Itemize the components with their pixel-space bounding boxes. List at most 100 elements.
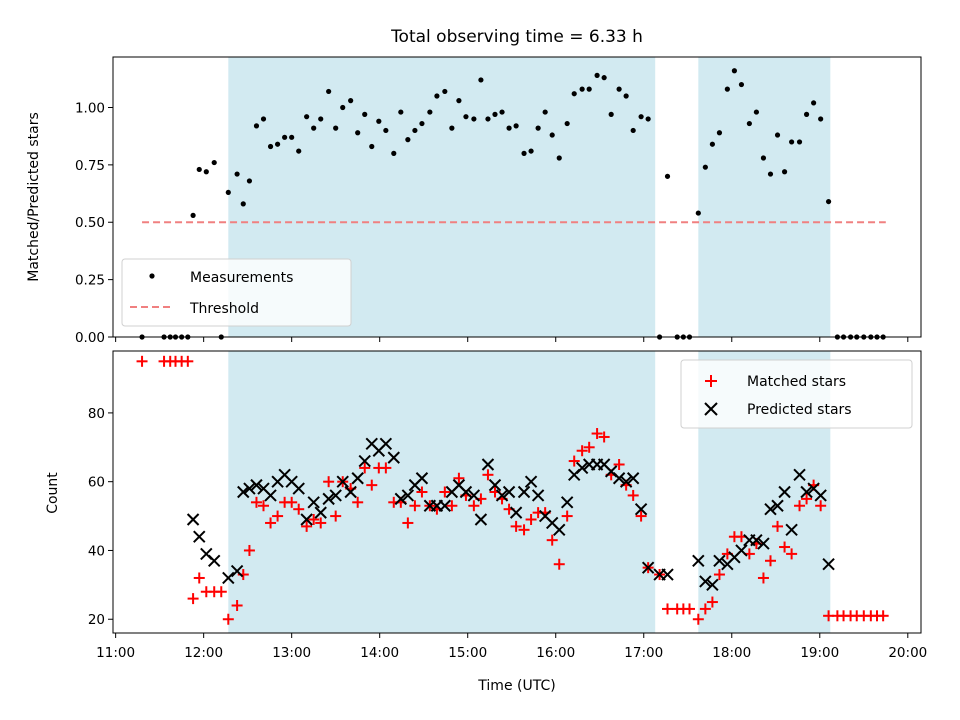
measurements-legend-marker [149,273,155,279]
matched-star-point [315,517,327,529]
measurement-point [499,109,505,115]
matched-star-point [613,458,625,470]
measurement-point [709,141,715,147]
matched-legend-marker [705,375,717,387]
bottom-x-axis: 11:00 12:00 13:00 14:00 15:00 16:00 17:00 18:00… [96,633,927,661]
measurement-point [825,198,832,205]
x-tick-label: 14:00 [360,645,399,661]
observing-window-1 [698,57,831,337]
matched-star-point [757,572,769,584]
measurement-point [463,114,469,120]
matched-star-point [250,496,262,508]
predicted-star-point [193,530,206,543]
matched-star-point [553,558,565,570]
predicted-star-point [322,492,335,506]
matched-star-point [764,555,776,567]
predicted-star-point [750,533,763,547]
predicted-star-point [329,489,342,502]
measurement-point [289,134,295,140]
x-tick-label: 16:00 [536,645,575,661]
matched-star-point [222,613,234,625]
measurement-point [427,109,433,115]
predicted-star-point [713,554,726,567]
matched-star-point [699,603,711,615]
measurement-point [405,137,411,143]
predicted-star-point [488,478,502,492]
predicted-star-point [619,475,633,488]
measurement-point [434,93,440,99]
matched-star-point [518,524,530,536]
predicted-star-point [495,489,509,502]
predicted-star-point [575,461,589,475]
measurement-point [579,86,585,92]
measurement-point [616,86,622,92]
matched-star-point [453,472,465,484]
predicted-star-point [186,513,200,526]
predicted-star-point [764,502,777,516]
matched-star-point [684,603,696,615]
measurement-point [731,68,738,74]
measurement-point [196,166,202,173]
matched-star-point [583,441,595,453]
measurement-point [225,189,231,196]
top-panel: Total observing time = 6.33 h 0.000.250.… [26,27,922,346]
x-tick-label: 15:00 [448,645,487,661]
measurement-point [542,109,548,115]
matched-star-point [468,500,480,512]
predicted-star-point [771,499,784,512]
measurement-point [355,130,361,136]
matched-star-point [510,520,522,532]
y-tick-label: 1.00 [75,100,105,116]
measurement-point [203,169,209,175]
measurement-point [803,111,810,117]
predicted-star-point [307,496,320,509]
chart-title: Total observing time = 6.33 h [390,27,643,47]
measurement-point [419,120,425,127]
matched-star-point [380,462,392,474]
measurement-point [318,116,324,122]
measurement-point [311,125,317,131]
predicted-star-point [800,485,813,499]
matched-star-point [692,613,704,625]
measurement-point [774,132,781,138]
measurement-point [442,88,448,95]
matched-star-point [182,355,194,367]
matched-star-point [713,569,725,581]
predicted-star-point [467,489,481,502]
measurement-point [594,72,600,78]
predicted-star-point [264,489,277,502]
predicted-star-point [351,472,364,485]
matched-star-point [308,514,320,526]
matched-star-point [265,517,277,529]
predicted-star-point [560,496,574,509]
matched-star-point [293,503,305,515]
predicted-star-point [757,537,770,550]
matched-star-point [330,510,342,522]
matched-star-point [662,603,674,615]
measurement-point [724,86,730,92]
top-y-axis-label: Matched/Predicted stars [26,112,42,282]
measurement-point [789,139,795,145]
predicted-star-point [785,523,798,537]
matched-star-point [193,572,205,584]
bottom-y-axis: 20 40 60 80 [88,406,113,628]
measurement-point [376,118,382,124]
predicted-star-point [634,502,648,516]
bottom-legend-box [680,359,913,429]
measurement-point [630,127,636,134]
bottom-axes-frame [112,350,922,634]
x-tick-label: 12:00 [184,645,223,661]
predicted-star-point [438,499,452,512]
predicted-star-point [300,513,313,526]
matched-star-point [598,431,610,443]
matched-star-point [568,455,580,467]
measurement-point [818,116,824,122]
predicted-star-point [222,571,235,585]
predicted-star-point [641,561,655,574]
predicted-star-point [699,575,712,588]
measurement-point [506,125,512,131]
predicted-star-point [208,554,221,567]
measurement-point [304,114,310,120]
measurement-point [746,120,752,127]
x-tick-label: 17:00 [624,645,663,661]
